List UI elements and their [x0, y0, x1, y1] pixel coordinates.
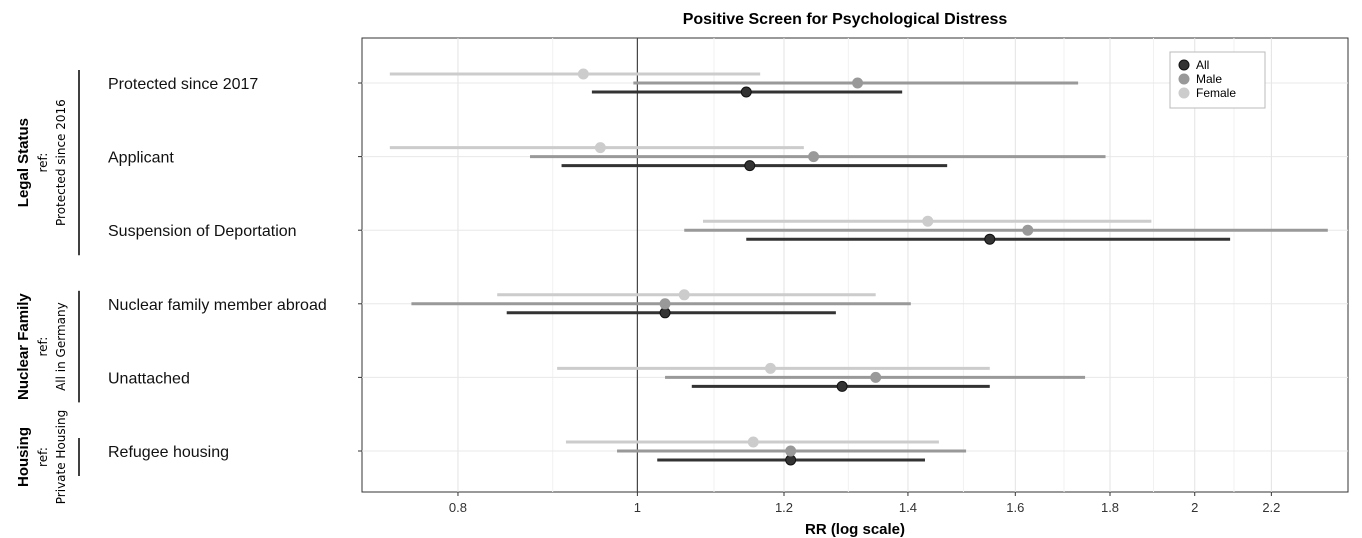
group-ref-value: All in Germany — [54, 302, 68, 391]
category-label: Applicant — [108, 150, 174, 167]
point-female — [747, 436, 759, 448]
category-label: Suspension of Deportation — [108, 223, 297, 240]
legend-label-male: Male — [1196, 72, 1222, 86]
point-all — [744, 160, 756, 172]
data-marks — [389, 68, 1328, 466]
x-tick-label: 2 — [1191, 500, 1198, 515]
legend-key-male — [1178, 73, 1190, 85]
point-female — [922, 215, 934, 227]
y-axis: Protected since 2017 Applicant Suspension … — [108, 76, 362, 461]
category-label: Protected since 2017 — [108, 76, 258, 93]
x-tick-label: 1.2 — [775, 500, 793, 515]
group-ref-value: Protected since 2016 — [54, 99, 68, 226]
point-male — [808, 151, 820, 163]
chart-title: Positive Screen for Psychological Distre… — [683, 11, 1008, 28]
x-tick-label: 1 — [634, 500, 641, 515]
x-tick-label: 1.8 — [1101, 500, 1119, 515]
point-male — [785, 445, 797, 457]
point-male — [659, 298, 671, 310]
group-ref-label: ref: — [36, 447, 50, 467]
x-tick-label: 2.2 — [1262, 500, 1280, 515]
point-all — [836, 380, 848, 392]
point-male — [1022, 224, 1034, 236]
point-all — [984, 233, 996, 245]
point-male — [870, 371, 882, 383]
group-ref-label: ref: — [36, 153, 50, 173]
group-label: Nuclear Family — [15, 293, 32, 400]
category-label: Unattached — [108, 370, 190, 387]
point-female — [764, 362, 776, 374]
x-tick-label: 0.8 — [449, 500, 467, 515]
x-axis: 0.8 1 1.2 1.4 1.6 1.8 2 2.2 — [449, 492, 1280, 515]
x-tick-label: 1.6 — [1006, 500, 1024, 515]
category-label: Nuclear family member abroad — [108, 297, 327, 314]
group-labels: Legal Status ref: Protected since 2016 Nucl… — [15, 70, 80, 504]
point-female — [577, 68, 589, 80]
group-ref-value: Private Housing — [54, 410, 68, 504]
point-male — [852, 77, 864, 89]
legend-label-all: All — [1196, 58, 1209, 72]
point-all — [740, 86, 752, 98]
point-female — [678, 289, 690, 301]
point-female — [594, 142, 606, 154]
x-tick-label: 1.4 — [899, 500, 917, 515]
legend-label-female: Female — [1196, 86, 1236, 100]
category-label: Refugee housing — [108, 444, 229, 461]
legend-key-female — [1178, 87, 1190, 99]
group-label: Housing — [15, 427, 32, 487]
legend-key-all — [1178, 59, 1190, 71]
group-ref-label: ref: — [36, 337, 50, 357]
x-axis-label: RR (log scale) — [805, 521, 905, 538]
plot-panel — [361, 37, 1349, 493]
group-label: Legal Status — [15, 118, 32, 207]
